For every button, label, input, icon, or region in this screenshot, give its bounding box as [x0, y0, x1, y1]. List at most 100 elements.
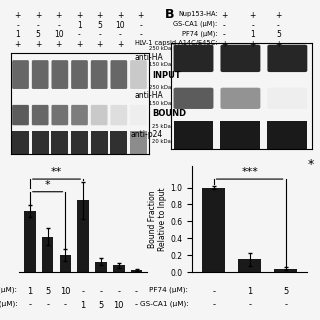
Text: 20 kDa: 20 kDa	[152, 139, 171, 144]
Text: GS-CA1 (μM):: GS-CA1 (μM):	[140, 300, 188, 307]
Text: ***: ***	[241, 167, 258, 177]
Text: 10: 10	[54, 30, 63, 39]
Bar	[95, 262, 107, 272]
FancyBboxPatch shape	[130, 131, 147, 154]
FancyBboxPatch shape	[130, 105, 147, 125]
FancyBboxPatch shape	[32, 105, 49, 125]
FancyBboxPatch shape	[12, 60, 29, 89]
Text: HIV-1 capsid A14C/E45C:: HIV-1 capsid A14C/E45C:	[135, 40, 218, 46]
FancyBboxPatch shape	[268, 88, 307, 109]
Text: -: -	[223, 21, 225, 30]
Text: +: +	[250, 11, 256, 20]
Text: 5: 5	[45, 287, 50, 296]
Text: -: -	[57, 21, 60, 30]
Text: 5: 5	[283, 287, 288, 296]
Text: anti-HA: anti-HA	[134, 92, 163, 100]
FancyBboxPatch shape	[268, 45, 307, 72]
Text: 10: 10	[60, 287, 71, 296]
Text: -: -	[119, 30, 122, 39]
Text: -: -	[64, 300, 67, 309]
Text: -: -	[223, 30, 225, 39]
Text: -: -	[78, 30, 81, 39]
Text: anti-HA: anti-HA	[134, 53, 163, 62]
Text: -: -	[16, 21, 19, 30]
Text: +: +	[55, 11, 62, 20]
Text: anti-p24: anti-p24	[131, 130, 163, 139]
Text: +: +	[14, 40, 21, 49]
Text: 1: 1	[77, 21, 82, 30]
FancyBboxPatch shape	[173, 45, 213, 72]
Text: 1: 1	[15, 30, 20, 39]
FancyBboxPatch shape	[173, 88, 213, 109]
Text: +: +	[76, 11, 82, 20]
Text: **: **	[51, 167, 62, 177]
Bar	[24, 211, 36, 272]
Bar	[60, 255, 71, 272]
Text: +: +	[35, 40, 41, 49]
Text: -: -	[28, 300, 31, 309]
Text: +: +	[76, 40, 82, 49]
Text: -: -	[135, 287, 138, 296]
FancyBboxPatch shape	[91, 131, 108, 154]
Text: *: *	[307, 158, 314, 172]
Text: +: +	[35, 11, 41, 20]
FancyBboxPatch shape	[52, 131, 68, 154]
Text: 1: 1	[27, 287, 33, 296]
Text: 5: 5	[36, 30, 41, 39]
Text: -: -	[212, 287, 215, 296]
Bar	[42, 236, 53, 272]
Bar	[274, 268, 297, 272]
Text: -: -	[82, 287, 85, 296]
Text: BOUND: BOUND	[152, 109, 186, 118]
Text: -: -	[140, 30, 142, 39]
Text: 250 kDa: 250 kDa	[149, 45, 171, 51]
Text: -: -	[46, 300, 49, 309]
Text: 5: 5	[98, 300, 104, 309]
Text: 5: 5	[276, 30, 281, 39]
Text: 5: 5	[97, 21, 102, 30]
FancyBboxPatch shape	[12, 131, 29, 154]
FancyBboxPatch shape	[110, 131, 127, 154]
Text: +: +	[55, 40, 62, 49]
Text: GS-CA1 (μM):: GS-CA1 (μM):	[173, 21, 218, 27]
Text: 10: 10	[114, 300, 124, 309]
Bar	[238, 259, 261, 272]
FancyBboxPatch shape	[173, 121, 213, 149]
FancyBboxPatch shape	[220, 121, 260, 149]
Bar	[202, 188, 225, 272]
Text: +: +	[97, 11, 103, 20]
FancyBboxPatch shape	[52, 60, 68, 89]
FancyBboxPatch shape	[130, 60, 147, 89]
Text: 25 kDa: 25 kDa	[152, 124, 171, 129]
Text: +: +	[275, 11, 282, 20]
FancyBboxPatch shape	[71, 131, 88, 154]
FancyBboxPatch shape	[71, 105, 88, 125]
FancyBboxPatch shape	[32, 60, 49, 89]
Text: +: +	[117, 40, 124, 49]
Text: -: -	[140, 21, 142, 30]
FancyBboxPatch shape	[110, 105, 127, 125]
Text: +: +	[97, 40, 103, 49]
Text: 1: 1	[247, 287, 252, 296]
Text: PF74 (μM):: PF74 (μM):	[182, 30, 218, 37]
Text: 1: 1	[81, 300, 86, 309]
Text: -: -	[37, 21, 39, 30]
FancyBboxPatch shape	[220, 88, 260, 109]
Text: B: B	[165, 8, 174, 21]
Text: 10: 10	[116, 21, 125, 30]
Text: +: +	[138, 11, 144, 20]
Text: -: -	[98, 30, 101, 39]
Text: +: +	[221, 40, 227, 49]
Text: -: -	[140, 40, 142, 49]
Text: 250 kDa: 250 kDa	[149, 84, 171, 90]
FancyBboxPatch shape	[91, 105, 108, 125]
FancyBboxPatch shape	[91, 60, 108, 89]
FancyBboxPatch shape	[71, 60, 88, 89]
FancyBboxPatch shape	[52, 105, 68, 125]
Text: -: -	[252, 21, 254, 30]
Y-axis label: Bound Fraction
Relative to Input: Bound Fraction Relative to Input	[148, 188, 167, 251]
FancyBboxPatch shape	[268, 121, 307, 149]
Text: -: -	[248, 300, 251, 309]
Text: 150 kDa: 150 kDa	[149, 61, 171, 67]
Bar	[113, 265, 124, 272]
